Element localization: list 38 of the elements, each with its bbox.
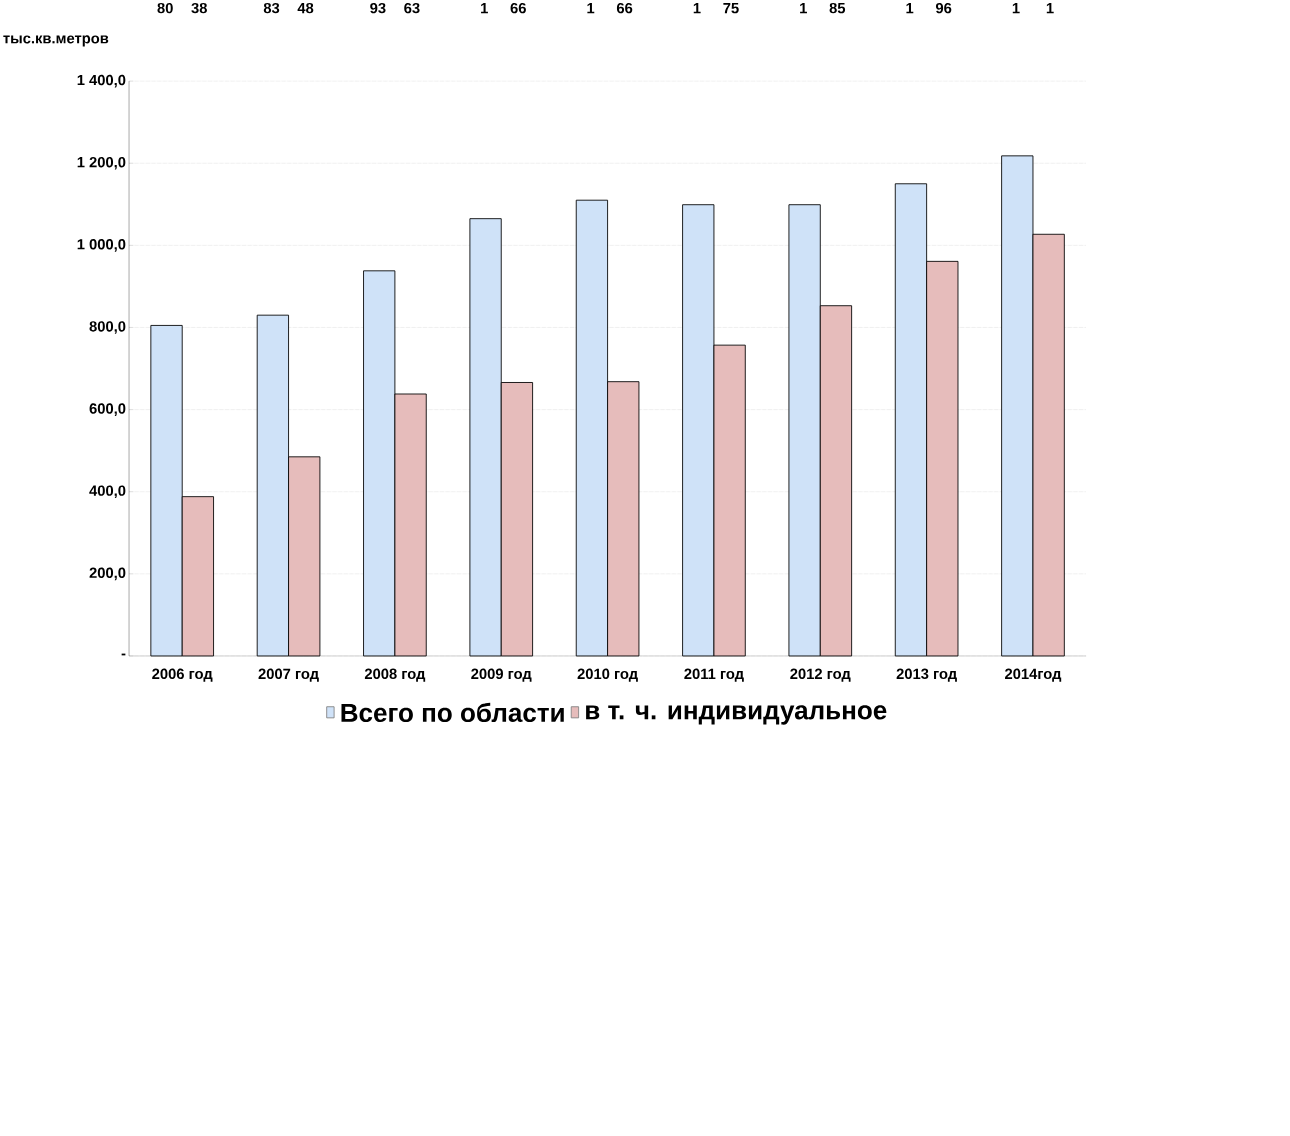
y-tick-label: 400,0 <box>89 485 126 498</box>
text: 83 <box>263 2 280 14</box>
x-tick-label: 2006 год <box>152 668 213 682</box>
x-tick-label: 2010 год <box>577 668 638 682</box>
text: 1 <box>1012 2 1020 14</box>
text: 1 <box>693 2 701 14</box>
text: 1 <box>800 2 807 14</box>
x-tick-label: 2007 год <box>258 668 319 682</box>
y-tick-label: 200,0 <box>89 567 126 580</box>
text: 1 <box>906 2 914 14</box>
text: 48 <box>297 2 314 14</box>
y-tick-label: 1 200,0 <box>77 156 126 170</box>
y-tick-label: 600,0 <box>89 403 126 416</box>
x-tick-label: 2009 год <box>471 668 532 682</box>
x-tick-label: 2011 год <box>684 668 744 682</box>
legend-label: в т. ч. индивидуальное <box>586 705 887 725</box>
x-tick-label: 2008 год <box>364 668 426 682</box>
text: 38 <box>191 2 207 14</box>
text: 63 <box>404 2 420 14</box>
x-tick-label: 2013 год <box>896 668 957 682</box>
y-tick-label: 800,0 <box>89 321 126 334</box>
y-tick-label: - <box>121 653 126 656</box>
text: 93 <box>370 2 386 14</box>
text: 1 <box>587 2 595 14</box>
y-axis-title: тыс.кв.метров <box>3 35 109 47</box>
legend-label: Всего по области <box>341 702 564 722</box>
text: 85 <box>829 2 846 14</box>
y-tick-label: 1 000,0 <box>77 238 126 252</box>
x-tick-label: 2012 год <box>790 668 851 682</box>
x-tick-label: 2014год <box>1005 668 1062 682</box>
text: 96 <box>935 2 952 14</box>
text: 75 <box>723 2 739 14</box>
text: 1 <box>481 2 488 14</box>
text: 66 <box>510 2 526 14</box>
y-tick-label: 1 400,0 <box>77 74 126 88</box>
text: 66 <box>616 2 633 14</box>
text: 1 <box>1046 2 1054 14</box>
text: 80 <box>157 2 173 14</box>
